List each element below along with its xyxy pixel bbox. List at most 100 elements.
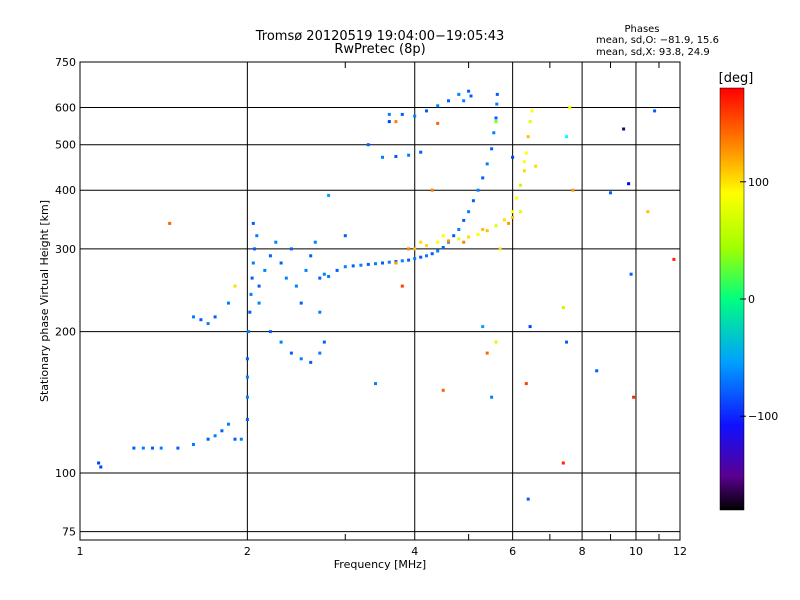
x-tick-label: 12 <box>673 545 687 558</box>
y-tick-label: 200 <box>55 326 76 339</box>
data-point <box>469 94 473 98</box>
x-axis-ticks: 1 2 4 6 8 10 12 <box>77 545 688 558</box>
data-point <box>245 395 249 399</box>
data-point <box>476 188 480 192</box>
data-point <box>206 322 210 326</box>
data-point <box>430 188 434 192</box>
data-point <box>419 255 423 259</box>
data-point <box>632 395 636 399</box>
data-point <box>494 224 498 228</box>
data-point <box>441 234 445 238</box>
data-point <box>176 446 180 450</box>
data-point <box>192 315 195 319</box>
data-point <box>394 261 398 265</box>
colorbar-ticks: 100 0 −100 <box>740 176 778 423</box>
colorbar-tick-label: 0 <box>748 293 755 306</box>
data-point <box>447 99 450 103</box>
data-point <box>490 395 494 399</box>
data-point <box>495 92 499 96</box>
data-point <box>374 382 377 386</box>
data-point <box>374 262 377 266</box>
data-point <box>522 160 526 164</box>
data-point <box>343 265 347 269</box>
data-point <box>485 162 489 166</box>
y-tick-label: 100 <box>55 467 76 480</box>
data-point <box>407 153 411 157</box>
data-point <box>400 284 404 288</box>
y-tick-label: 750 <box>55 56 76 69</box>
data-point <box>519 183 523 187</box>
data-point <box>528 325 532 329</box>
data-point <box>233 437 237 441</box>
data-point <box>430 252 434 256</box>
data-point <box>400 259 404 263</box>
data-point <box>413 114 417 118</box>
data-point <box>481 176 485 180</box>
data-point <box>462 240 466 244</box>
data-point <box>97 461 101 465</box>
data-point <box>522 169 526 173</box>
data-point <box>294 284 298 288</box>
y-tick-label: 300 <box>55 243 76 256</box>
data-point <box>511 210 515 214</box>
data-point <box>425 244 428 247</box>
phases-o-stats: mean, sd,O: −81.9, 15.6 <box>596 35 719 46</box>
data-point <box>462 218 466 222</box>
data-point <box>561 461 565 465</box>
data-point <box>250 276 254 280</box>
data-point <box>192 443 195 446</box>
data-point <box>622 127 626 131</box>
y-tick-label: 600 <box>55 102 76 115</box>
data-point <box>168 221 172 225</box>
x-axis-label: Frequency [MHz] <box>334 558 426 571</box>
data-point <box>268 254 272 258</box>
data-point <box>526 497 530 501</box>
data-point <box>524 151 528 155</box>
data-point <box>653 109 657 113</box>
data-point <box>141 446 145 450</box>
x-tick-label: 8 <box>579 545 586 558</box>
x-tick-label: 1 <box>77 545 84 558</box>
data-point <box>476 233 480 236</box>
data-point <box>485 351 489 355</box>
data-point <box>672 257 676 261</box>
data-point <box>322 272 326 276</box>
y-axis-ticks: 75 100 200 300 400 500 600 750 <box>55 56 76 539</box>
data-point <box>279 340 283 344</box>
data-point <box>245 375 249 379</box>
data-point <box>498 247 502 251</box>
data-point <box>436 104 440 108</box>
data-point <box>481 325 485 329</box>
data-point <box>213 434 217 438</box>
x-tick-label: 10 <box>629 545 643 558</box>
data-point <box>447 239 450 243</box>
plot-frame <box>79 61 681 541</box>
data-point <box>400 112 404 116</box>
y-tick-label: 500 <box>55 139 76 152</box>
data-point <box>571 188 575 192</box>
data-point <box>253 247 256 251</box>
data-point <box>515 196 519 200</box>
data-point <box>481 228 485 231</box>
x-tick-label: 6 <box>509 545 516 558</box>
data-point <box>495 102 499 106</box>
phases-x-stats: mean, sd,X: 93.8, 24.9 <box>596 47 710 58</box>
data-point <box>299 301 303 305</box>
data-point <box>534 164 538 168</box>
data-point <box>441 388 445 392</box>
data-point <box>565 340 568 344</box>
y-tick-label: 400 <box>55 184 76 197</box>
x-tick-label: 2 <box>244 545 251 558</box>
data-point <box>419 240 423 244</box>
data-point <box>381 155 384 159</box>
data-point <box>425 254 428 258</box>
data-point <box>313 240 317 244</box>
data-point <box>366 262 370 266</box>
data-point <box>381 261 384 265</box>
data-point <box>530 109 534 113</box>
data-point <box>343 234 347 238</box>
data-point <box>351 264 355 268</box>
chart-subtitle: RwPretec (8p) <box>334 42 425 57</box>
data-point <box>279 261 283 265</box>
